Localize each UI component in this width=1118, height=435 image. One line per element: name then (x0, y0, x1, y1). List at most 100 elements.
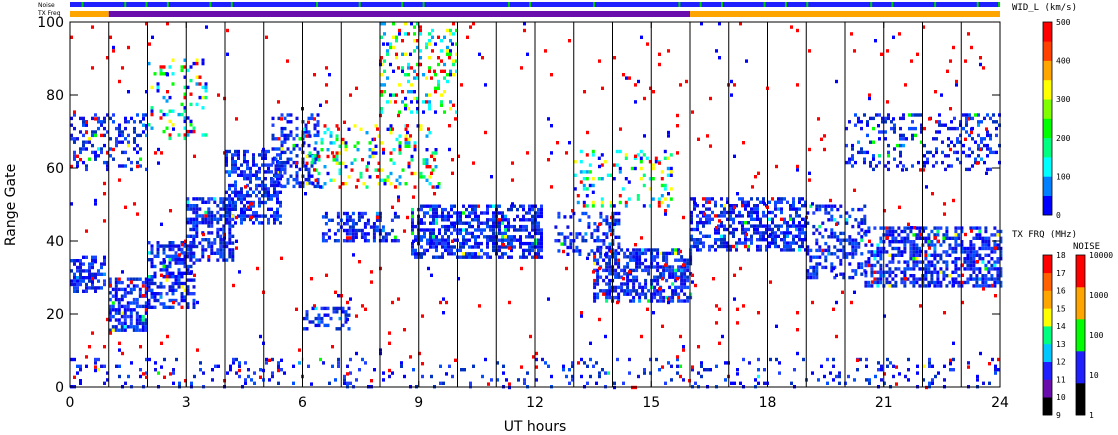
echo-cell (616, 300, 619, 305)
noise-tick (721, 2, 723, 7)
echo-cell (756, 210, 759, 215)
echo-cell (189, 292, 193, 296)
echo-cell (690, 244, 693, 249)
echo-cell (965, 130, 968, 134)
echo-cell (683, 272, 687, 276)
echo-cell (213, 214, 217, 218)
echo-cell (863, 113, 866, 117)
echo-cell (360, 211, 364, 216)
echo-cell (860, 207, 864, 212)
echo-cell (593, 239, 597, 243)
echo-cell (950, 164, 953, 168)
echo-cell (338, 144, 342, 148)
echo-cell (614, 285, 618, 290)
echo-cell (79, 368, 82, 372)
echo-cell (304, 130, 308, 134)
echo-cell (868, 96, 871, 101)
echo-cell (147, 241, 151, 245)
echo-cell (903, 284, 907, 288)
echo-cell (145, 371, 148, 375)
echo-cell (343, 120, 346, 124)
echo-cell (103, 345, 106, 349)
echo-cell (959, 133, 962, 138)
echo-cell (750, 214, 753, 218)
echo-cell (380, 22, 383, 26)
echo-cell (605, 299, 609, 303)
echo-cell (854, 113, 857, 117)
echo-cell (660, 177, 664, 181)
echo-cell (316, 130, 320, 134)
echo-cell (432, 241, 435, 246)
echo-cell (774, 207, 777, 211)
echo-cell (906, 260, 910, 264)
echo-cell (183, 65, 187, 69)
echo-cell (962, 113, 965, 117)
echo-cell (676, 113, 679, 118)
echo-cell (94, 154, 97, 158)
echo-cell (632, 282, 636, 286)
echo-cell (891, 246, 895, 251)
echo-cell (949, 147, 952, 152)
echo-cell (723, 227, 726, 232)
echo-cell (616, 357, 619, 362)
echo-cell (975, 236, 979, 240)
echo-cell (717, 214, 720, 218)
echo-cell (127, 157, 130, 161)
echo-cell (744, 244, 747, 249)
echo-cell (162, 244, 166, 248)
echo-cell (348, 239, 352, 243)
echo-cell (189, 244, 193, 249)
echo-cell (73, 126, 76, 131)
echo-cell (924, 267, 928, 271)
echo-cell (896, 164, 899, 168)
colorbar-swatch (1043, 272, 1052, 291)
echo-cell (459, 221, 462, 225)
echo-cell (413, 32, 416, 36)
echo-cell (985, 127, 988, 131)
echo-cell (130, 160, 133, 165)
echo-cell (448, 124, 451, 128)
colorbar-noise-title: NOISE (1073, 242, 1100, 252)
echo-cell (243, 217, 246, 222)
echo-cell (270, 163, 273, 167)
echo-cell (906, 263, 910, 268)
echo-cell (201, 95, 205, 100)
echo-cell (923, 160, 926, 165)
echo-cell (671, 268, 675, 273)
echo-cell (708, 244, 711, 249)
echo-cell (659, 275, 663, 279)
echo-cell (613, 56, 616, 60)
colorbar-swatch (1043, 255, 1052, 274)
echo-cell (790, 25, 793, 29)
echo-cell (277, 181, 281, 185)
echo-cell (407, 32, 410, 36)
echo-cell (202, 371, 205, 375)
echo-cell (412, 239, 415, 243)
y-tick-label: 40 (46, 234, 64, 250)
echo-cell (513, 235, 516, 239)
echo-cell (337, 364, 340, 368)
echo-cell (118, 374, 121, 379)
echo-cell (891, 229, 895, 234)
echo-cell (876, 270, 880, 274)
echo-cell (854, 269, 858, 273)
echo-cell (994, 364, 997, 368)
echo-cell (216, 234, 220, 238)
echo-cell (85, 130, 88, 135)
echo-cell (429, 228, 432, 232)
echo-cell (903, 280, 907, 285)
echo-cell (952, 357, 955, 362)
echo-cell (796, 164, 799, 169)
echo-cell (165, 112, 169, 117)
echo-cell (759, 231, 762, 235)
echo-cell (344, 313, 348, 317)
echo-cell (76, 259, 79, 263)
echo-cell (238, 368, 241, 373)
echo-cell (136, 143, 139, 148)
echo-cell (85, 269, 88, 273)
echo-cell (449, 73, 452, 77)
echo-cell (249, 173, 252, 177)
colorbar-swatch (1043, 176, 1052, 196)
echo-cell (162, 95, 166, 100)
echo-cell (416, 73, 419, 77)
